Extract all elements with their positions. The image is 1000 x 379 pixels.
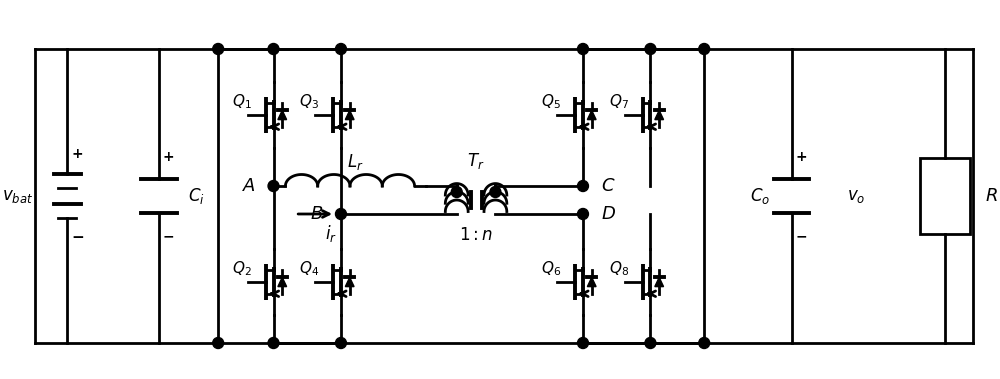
Text: $Q_4$: $Q_4$ [299,259,319,278]
Polygon shape [587,277,596,287]
Polygon shape [345,110,354,120]
Text: $L_r$: $L_r$ [347,152,363,172]
Text: $Q_6$: $Q_6$ [541,259,561,278]
Polygon shape [278,110,287,120]
Circle shape [268,180,279,191]
Polygon shape [345,277,354,287]
Text: $Q_5$: $Q_5$ [541,92,561,111]
Circle shape [578,338,588,349]
Text: +: + [72,147,83,161]
Text: +: + [163,150,174,164]
Text: $Q_7$: $Q_7$ [609,92,628,111]
Polygon shape [587,110,596,120]
Text: $Q_1$: $Q_1$ [232,92,251,111]
Circle shape [335,44,346,55]
Circle shape [490,186,501,197]
FancyBboxPatch shape [920,158,970,234]
Circle shape [578,180,588,191]
Circle shape [335,208,346,219]
Circle shape [268,44,279,55]
Circle shape [578,208,588,219]
Text: $Q_8$: $Q_8$ [609,259,629,278]
Circle shape [213,44,224,55]
Text: $C_i$: $C_i$ [188,186,205,206]
Circle shape [268,338,279,349]
Text: $i_r$: $i_r$ [325,222,337,243]
Circle shape [645,338,656,349]
Polygon shape [655,277,664,287]
Circle shape [578,44,588,55]
Text: $A$: $A$ [242,177,256,195]
Polygon shape [655,110,664,120]
Circle shape [451,186,462,197]
Text: −: − [796,229,807,243]
Text: +: + [796,150,807,164]
Text: $Q_2$: $Q_2$ [232,259,251,278]
Text: $v_{bat}$: $v_{bat}$ [2,188,33,205]
Text: $C_o$: $C_o$ [750,186,770,206]
Text: $Q_3$: $Q_3$ [299,92,319,111]
Circle shape [699,338,710,349]
Text: $T_r$: $T_r$ [467,151,485,171]
Text: $B$: $B$ [310,205,323,223]
Circle shape [645,44,656,55]
Text: −: − [163,229,174,243]
Text: $D$: $D$ [601,205,616,223]
Text: $v_o$: $v_o$ [847,188,865,205]
Circle shape [699,44,710,55]
Circle shape [335,338,346,349]
Text: −: − [71,230,84,246]
Text: $R$: $R$ [985,187,998,205]
Circle shape [213,338,224,349]
Polygon shape [278,277,287,287]
Text: $C$: $C$ [601,177,615,195]
Text: $1:n$: $1:n$ [459,227,493,244]
